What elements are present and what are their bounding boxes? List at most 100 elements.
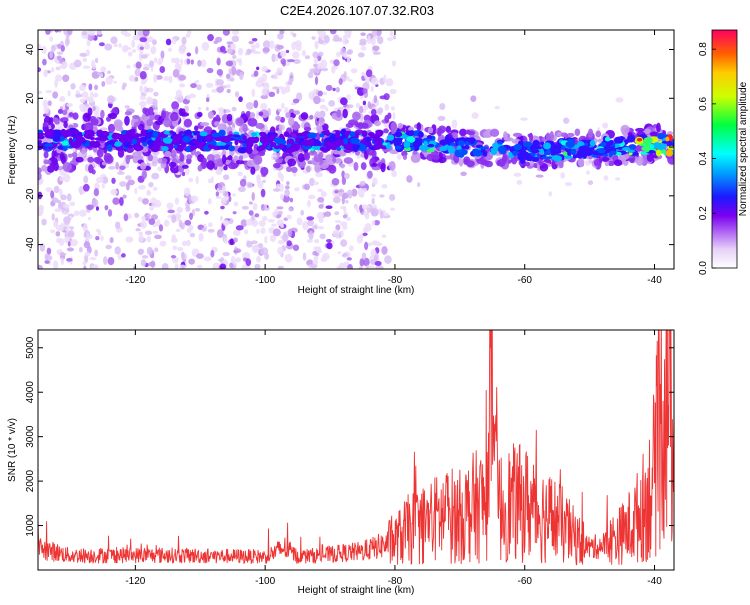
heatmap-halo [345,122,354,128]
heatmap-speckle [295,43,302,52]
heatmap-speckle [321,67,329,72]
heatmap-halo [339,163,346,168]
heatmap-speckle [223,237,228,245]
heatmap-speckle [372,177,378,186]
heatmap-speckle [372,266,376,269]
heatmap-speckle [272,228,281,237]
heatmap-speckle [59,252,67,256]
heatmap-core [449,142,457,146]
heatmap-speckle [277,33,284,40]
heatmap-speckle [121,45,129,53]
heatmap-speckle [170,254,177,259]
heatmap-speckle [104,205,109,211]
heatmap-speckle [287,59,295,63]
heatmap-speckle [229,262,234,269]
heatmap-speckle [55,231,61,237]
heatmap-core [519,156,526,165]
heatmap-speckle [171,38,177,45]
heatmap-speckle [276,67,284,75]
heatmap-core [123,141,131,148]
heatmap-halo [107,123,116,133]
heatmap-speckle [198,232,204,242]
heatmap-speckle [235,58,241,63]
heatmap-speckle [284,185,290,190]
heatmap-speckle [235,225,244,231]
heatmap-core [99,130,110,138]
heatmap-speckle [260,247,269,256]
heatmap-speckle [253,70,259,77]
colorbar-gradient [711,29,738,269]
x-tick-label: -100 [255,275,275,286]
heatmap-speckle [363,105,369,111]
heatmap-speckle [306,216,315,221]
heatmap-speckle [276,206,284,210]
x-tick-label: -120 [125,576,145,587]
heatmap-speckle [227,44,231,48]
heatmap-halo [196,111,203,118]
heatmap-halo [170,149,177,159]
heatmap-speckle [347,31,352,39]
heatmap-speckle [228,195,232,203]
heatmap-speckle [63,216,71,225]
heatmap-speckle [154,200,162,208]
heatmap-speckle [384,255,392,264]
heatmap-speckle [312,250,317,256]
heatmap-speckle [154,234,162,240]
heatmap-speckle [251,46,256,54]
heatmap-core [427,143,435,148]
heatmap-speckle [50,229,55,234]
heatmap-speckle [67,153,73,158]
heatmap-core [290,143,300,152]
heatmap-halo [373,120,381,127]
heatmap-speckle [51,213,55,221]
heatmap-core [237,147,248,154]
heatmap-speckle [66,257,73,262]
heatmap-halo [411,153,420,163]
heatmap-halo [75,156,84,163]
heatmap-core [382,142,388,146]
heatmap-speckle [207,34,214,42]
heatmap-core [417,131,424,138]
colorbar-tick-label: 0.0 [698,261,709,275]
heatmap-speckle [88,97,95,104]
heatmap-halo [275,158,283,164]
heatmap-speckle [49,36,54,42]
heatmap-speckle [252,244,259,254]
heatmap-speckle [205,82,214,88]
heatmap-speckle [294,187,300,192]
heatmap-halo [168,161,177,168]
heatmap-halo [316,125,323,133]
heatmap-halo [549,130,554,141]
heatmap-speckle [138,234,144,242]
heatmap-speckle [44,253,49,261]
heatmap-speckle [127,51,133,57]
heatmap-speckle [167,209,175,214]
heatmap-core [513,143,522,151]
heatmap-speckle [358,266,363,269]
heatmap-speckle [185,206,191,212]
heatmap-speckle [276,87,280,95]
heatmap-core [343,137,349,145]
heatmap-core [667,145,674,150]
heatmap-speckle [230,255,236,265]
heatmap-speckle [292,33,297,38]
heatmap-halo [352,111,361,121]
snr-x-axis-label: Height of straight line (km) [298,585,415,596]
heatmap-speckle [47,100,52,107]
heatmap-speckle [189,212,193,220]
heatmap-halo [613,159,623,167]
heatmap-speckle [134,212,140,218]
heatmap-core [468,137,476,145]
heatmap-core [335,130,341,139]
heatmap-core [302,142,312,147]
heatmap-speckle [174,197,180,205]
heatmap-speckle [228,68,233,75]
heatmap-core [531,156,540,162]
heatmap-halo [132,114,140,119]
heatmap-speckle [258,220,266,227]
heatmap-core [629,144,636,150]
heatmap-speckle [381,184,388,189]
heatmap-speckle [62,74,70,82]
heatmap-speckle [343,172,350,180]
heatmap-core [522,141,533,148]
